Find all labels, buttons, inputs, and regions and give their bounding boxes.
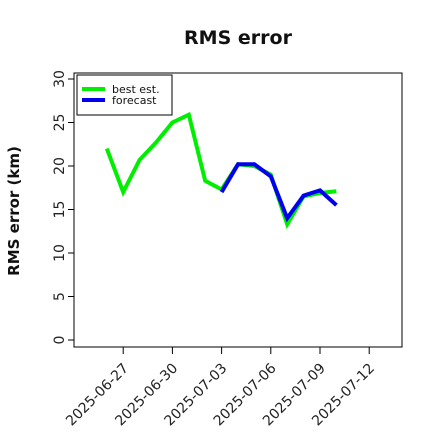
y-axis-label: RMS error (km) (5, 146, 23, 276)
series-line-forecast (219, 162, 338, 223)
y-axis: 0 5 10 15 20 25 30 (52, 70, 74, 344)
legend-label-forecast: forecast (112, 94, 157, 107)
y-tick-label: 0 (52, 336, 68, 345)
x-axis: 2025-06-272025-06-302025-07-032025-07-06… (63, 347, 378, 429)
chart-title: RMS error (184, 27, 293, 49)
legend-label-best-est: best est. (112, 83, 160, 96)
y-tick-label: 30 (52, 70, 68, 88)
legend-box (76, 74, 173, 116)
series-line-best-est (104, 111, 337, 230)
y-tick-label: 10 (52, 244, 68, 262)
y-tick-label: 25 (52, 114, 68, 132)
legend: best est. forecast (76, 74, 173, 116)
series-layer (104, 111, 338, 230)
y-tick-label: 5 (52, 292, 68, 301)
y-tick-label: 15 (52, 201, 68, 219)
y-tick-label: 20 (52, 157, 68, 175)
